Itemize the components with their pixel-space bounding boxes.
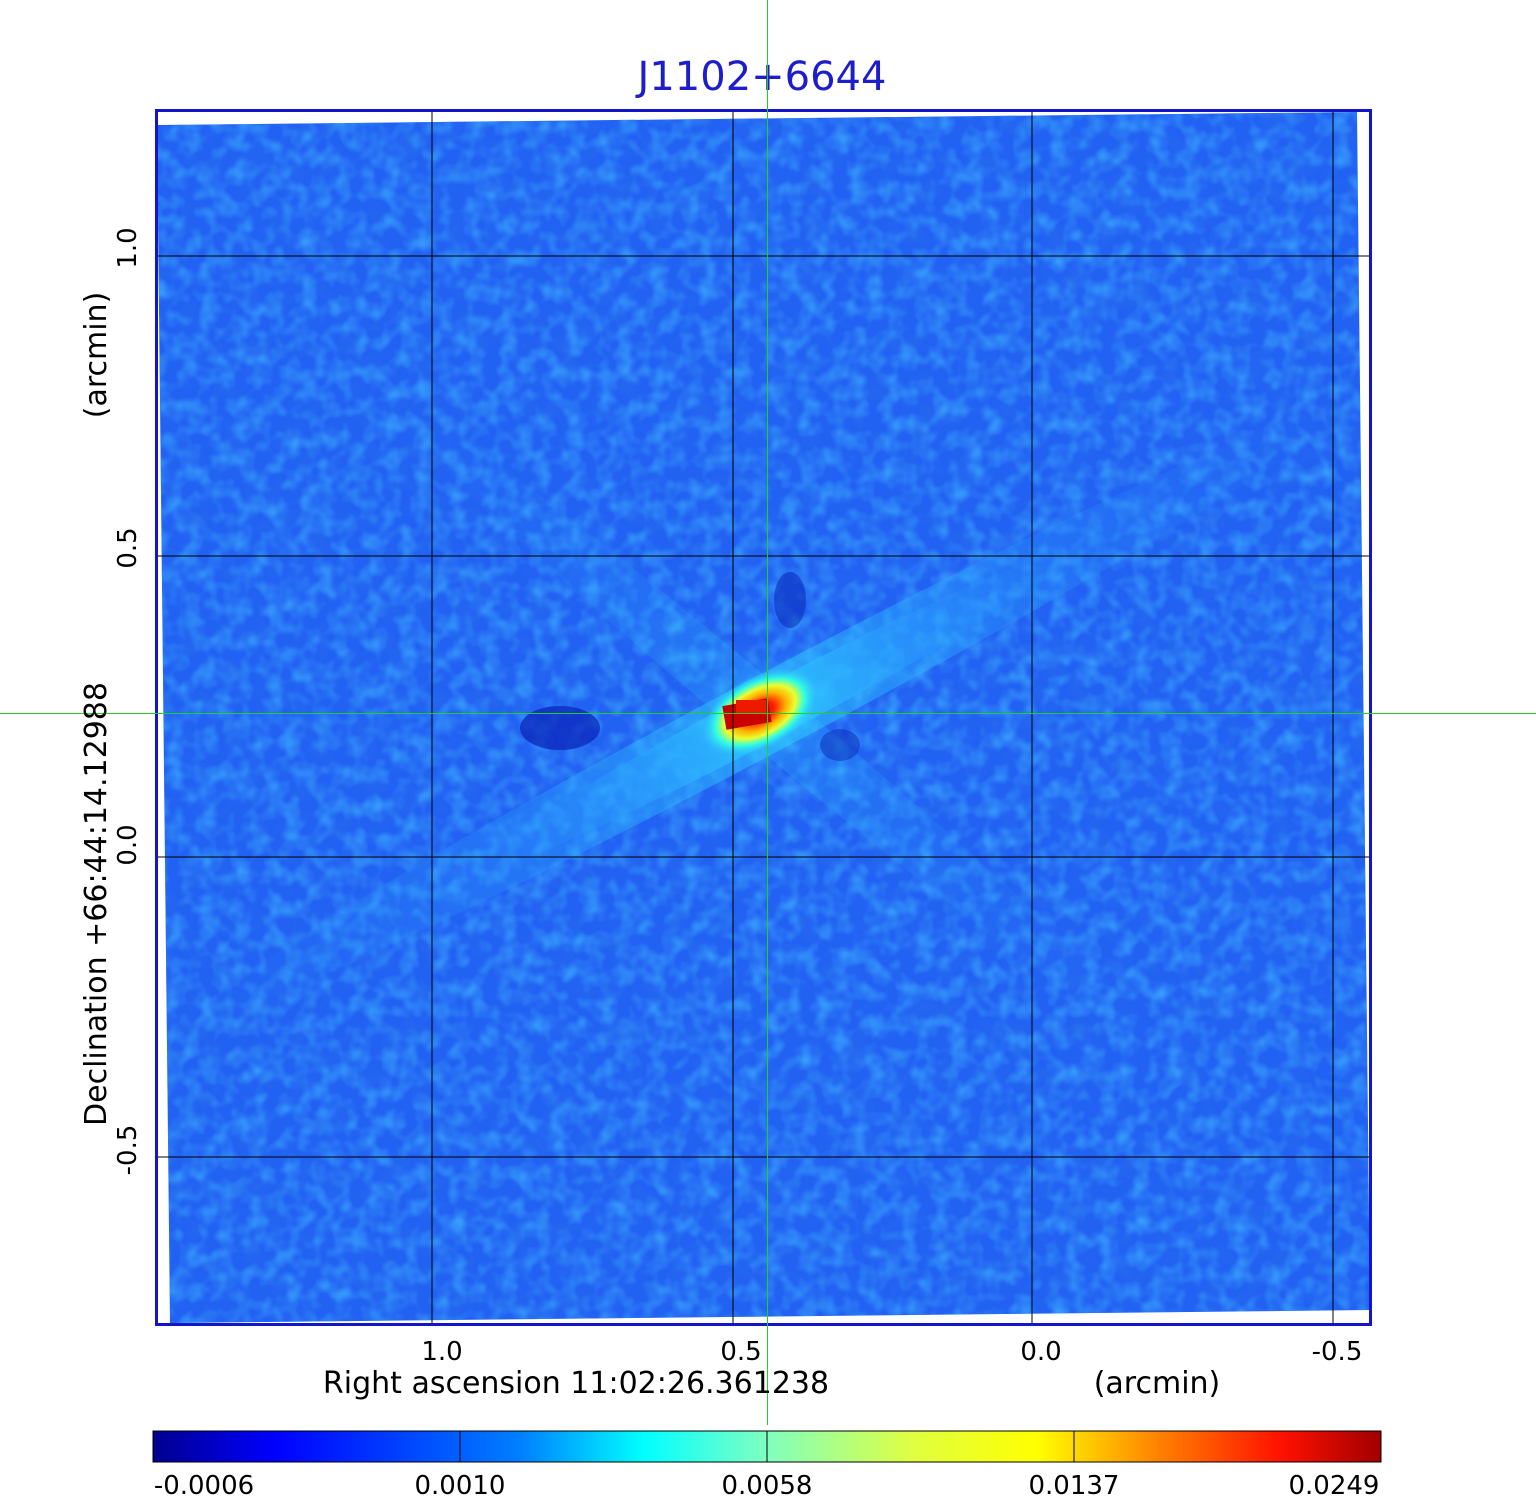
x-axis-unit: (arcmin) — [1094, 1366, 1221, 1401]
crosshair[interactable] — [0, 0, 1536, 1425]
x-tick-label: 1.0 — [421, 1337, 462, 1367]
image-title: J1102+6644 — [635, 54, 887, 100]
colorbar-tick-label: 0.0058 — [722, 1471, 813, 1500]
coordinate-grid — [157, 112, 1370, 1323]
colorbar-tick-label: 0.0010 — [415, 1471, 506, 1500]
y-axis-unit: (arcmin) — [79, 292, 114, 419]
x-tick-label: 0.0 — [1020, 1337, 1061, 1367]
x-tick-label: -0.5 — [1312, 1337, 1363, 1367]
colorbar-tick-label: -0.0006 — [154, 1471, 254, 1500]
y-axis-label: Declination +66:44:14.12988 — [79, 682, 114, 1126]
y-tick-label: 0.5 — [113, 527, 143, 568]
colorbar: -0.0006 0.0010 0.0058 0.0137 0.0249 — [152, 1430, 1382, 1500]
y-tick-label: 1.0 — [113, 227, 143, 268]
source-peak — [676, 642, 854, 782]
colorbar-tick-label: 0.0137 — [1029, 1471, 1120, 1500]
x-axis-label: Right ascension 11:02:26.361238 — [323, 1366, 829, 1401]
colorbar-tick-label: 0.0249 — [1289, 1471, 1380, 1500]
y-tick-label: 0.0 — [113, 824, 143, 865]
sky-map — [157, 112, 1370, 1323]
x-tick-label: 0.5 — [720, 1337, 761, 1367]
plot-frame — [155, 109, 1372, 1326]
y-tick-label: -0.5 — [113, 1125, 143, 1176]
